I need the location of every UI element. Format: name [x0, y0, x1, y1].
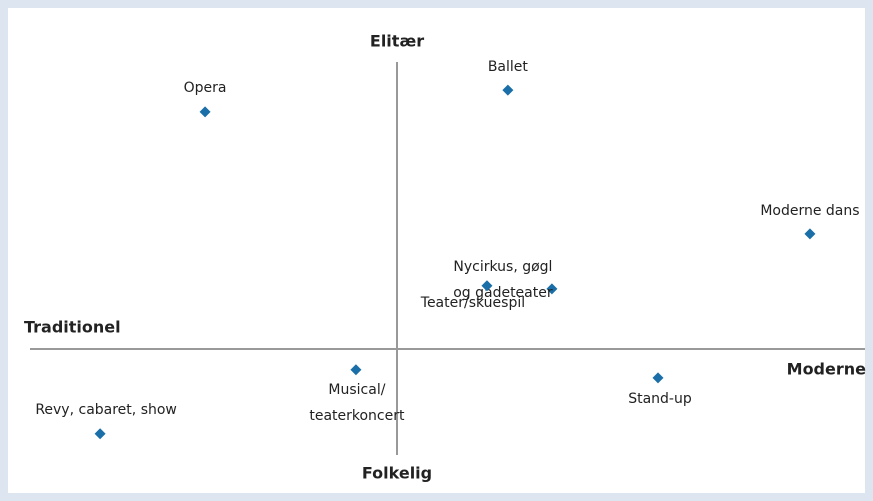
axis-label-right: Moderne	[787, 360, 867, 379]
point-label: Moderne dans	[760, 203, 859, 219]
point	[546, 283, 558, 295]
point	[199, 106, 211, 118]
axis-label-top: Elitær	[370, 32, 424, 51]
point	[804, 228, 816, 240]
point-label: Opera	[184, 80, 227, 96]
point-label: Ballet	[488, 59, 529, 75]
point-label: og gadeteater	[453, 285, 553, 301]
point-label: Teater/skuespil	[420, 295, 525, 311]
point-label: Revy, cabaret, show	[35, 402, 177, 418]
point-label: Stand-up	[628, 391, 692, 407]
axis-label-bottom: Folkelig	[362, 464, 432, 483]
axis-label-left: Traditionel	[24, 318, 121, 337]
point	[350, 364, 362, 376]
point	[502, 84, 514, 96]
panel	[8, 8, 865, 493]
point	[652, 372, 664, 384]
point-label: Nycirkus, gøgl	[453, 259, 552, 275]
point-label: teaterkoncert	[309, 408, 405, 424]
point-label: Musical/	[328, 382, 385, 398]
point	[94, 428, 106, 440]
point	[481, 280, 493, 292]
